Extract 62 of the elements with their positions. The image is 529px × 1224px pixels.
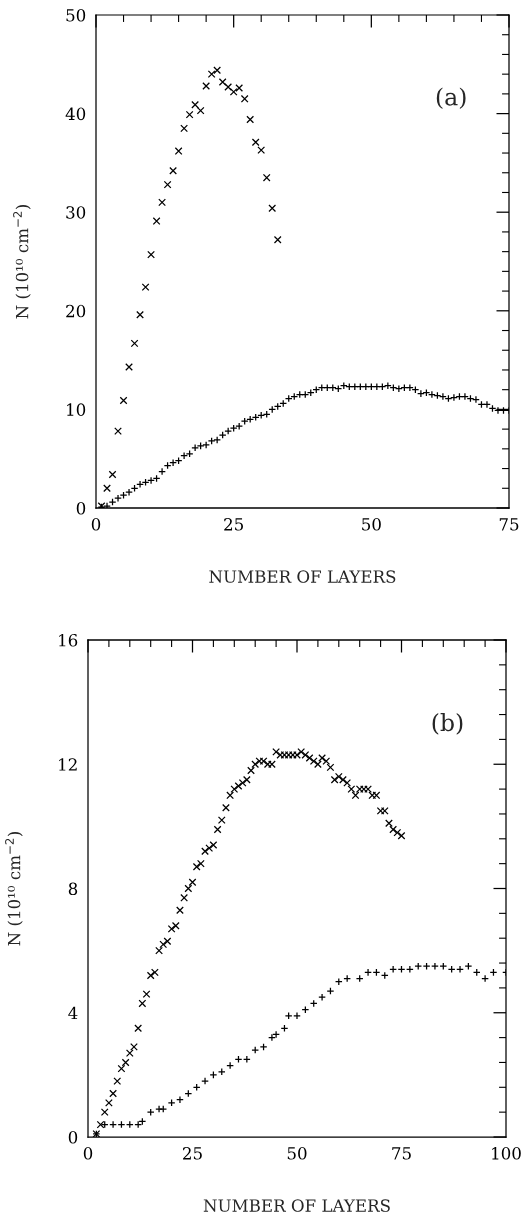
x-tick-label: 50 [362, 518, 381, 531]
point [240, 94, 249, 103]
point [202, 82, 211, 90]
point [259, 1043, 268, 1051]
point [207, 70, 216, 79]
point [114, 427, 122, 435]
point [246, 115, 255, 124]
y-tick-label: 30 [66, 206, 86, 219]
y-tick-label: 0 [76, 501, 86, 515]
x-tick-label: 25 [183, 1147, 202, 1160]
annotation: (b) [432, 713, 463, 735]
x-axis-title: NUMBER OF LAYERS [203, 1199, 390, 1212]
y-axis-title: N (10¹⁰ cm$^{−2}$) [5, 832, 23, 946]
y-tick-label: 50 [66, 8, 86, 22]
x-tick-label: 75 [392, 1147, 411, 1160]
point [163, 180, 172, 189]
point [169, 166, 177, 175]
point [180, 124, 188, 133]
point [251, 138, 260, 147]
point [235, 84, 244, 92]
point [326, 987, 335, 995]
x-tick-label: 100 [492, 1147, 521, 1160]
annotation: (a) [436, 87, 466, 109]
point [174, 147, 183, 155]
point [191, 100, 200, 109]
y-tick-label: 10 [67, 403, 86, 416]
point [201, 1077, 209, 1085]
x-tick-label: 25 [224, 518, 243, 531]
point [155, 1105, 163, 1113]
y-tick-label: 4 [68, 1006, 78, 1020]
point [136, 310, 144, 319]
x-tick-label: 0 [91, 518, 101, 531]
point [251, 1046, 260, 1054]
point [125, 363, 133, 371]
point [218, 78, 227, 86]
x-axis-title: NUMBER OF LAYERS [209, 570, 396, 583]
point [185, 110, 194, 119]
point [147, 250, 155, 259]
y-tick-label: 16 [59, 633, 78, 647]
point [257, 146, 266, 154]
point [196, 106, 205, 115]
point [273, 235, 282, 244]
point [141, 283, 150, 292]
point [213, 66, 222, 75]
y-tick-label: 20 [66, 304, 86, 318]
y-tick-label: 0 [68, 1130, 78, 1144]
point [224, 83, 233, 91]
y-tick-label: 40 [65, 107, 86, 121]
point [103, 484, 111, 493]
point [108, 470, 117, 479]
point [229, 88, 238, 96]
y-tick-label: 12 [59, 758, 77, 771]
x-tick-label: 75 [499, 518, 519, 531]
point [158, 198, 166, 207]
y-tick-label: 8 [68, 882, 78, 896]
point [268, 204, 277, 213]
x-tick-label: 50 [287, 1147, 307, 1160]
y-axis-title: N (10¹⁰ cm$^{−2}$) [13, 205, 31, 319]
point [119, 396, 128, 405]
point [152, 217, 161, 225]
point [130, 339, 139, 348]
point [262, 173, 271, 182]
